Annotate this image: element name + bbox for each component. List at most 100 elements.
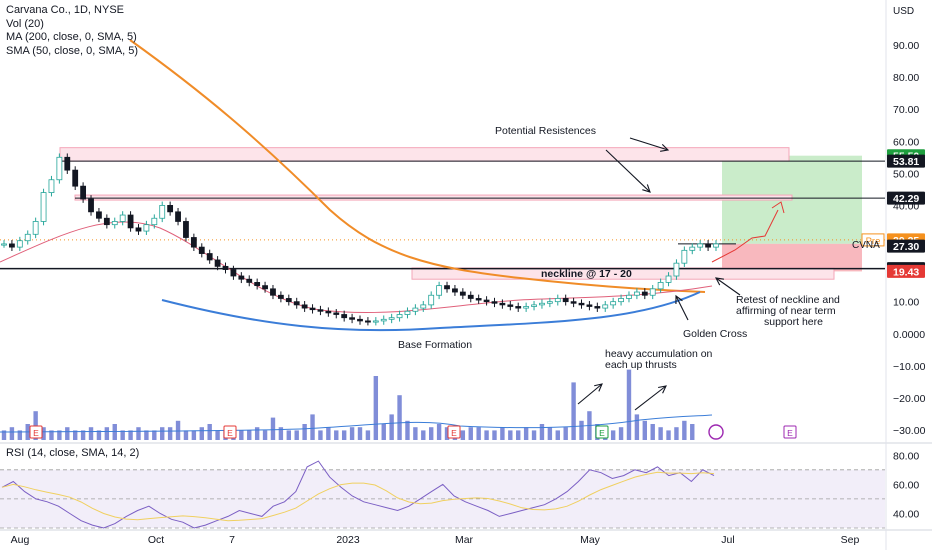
candle-body xyxy=(214,259,221,267)
volume-bar xyxy=(326,427,331,440)
rsi-legend: RSI (14, close, SMA, 14, 2) xyxy=(6,447,140,459)
volume-bar xyxy=(563,427,568,440)
candle-body xyxy=(309,307,316,311)
y-tick-label: 10.00 xyxy=(893,297,919,309)
candle-body xyxy=(270,288,276,296)
arrow-resistance-middle-head xyxy=(642,184,651,193)
x-tick-label: Sep xyxy=(841,534,860,546)
volume-bar xyxy=(120,430,125,440)
volume-bar xyxy=(183,430,189,440)
base-curve xyxy=(161,291,701,332)
candle-body xyxy=(602,304,609,309)
candle-body xyxy=(365,320,371,323)
volume-bar xyxy=(500,427,505,440)
volume-bar xyxy=(492,430,497,440)
x-tick-label: Oct xyxy=(148,534,164,546)
rsi-line xyxy=(1,460,715,529)
volume-bar xyxy=(41,427,46,440)
volume-bar xyxy=(618,427,624,440)
candle-body xyxy=(570,301,577,304)
earnings-marker-label: E xyxy=(33,428,39,438)
volume-bar xyxy=(436,424,442,440)
candle-body xyxy=(119,214,126,222)
volume-bar xyxy=(373,376,379,440)
y-tick-label: 90.00 xyxy=(893,40,919,52)
candle-body xyxy=(657,282,664,290)
volume-bar xyxy=(555,430,560,440)
pre-tag-label: Pre xyxy=(866,236,881,247)
volume-bar xyxy=(539,424,545,440)
volume-bar xyxy=(642,420,647,440)
split-marker-icon xyxy=(708,424,724,440)
volume-bar xyxy=(160,427,165,440)
volume-bar xyxy=(334,430,339,440)
candle-body xyxy=(96,211,102,219)
x-tick-label: 2023 xyxy=(336,534,360,546)
volume-bar xyxy=(199,427,204,440)
volume-bar xyxy=(547,427,553,440)
arrow-accum-2 xyxy=(634,385,667,411)
volume-bar xyxy=(286,430,291,440)
candle-body xyxy=(586,304,593,307)
volume-bar xyxy=(112,424,117,440)
annotation-retest: Retest of neckline and affirming of near … xyxy=(736,294,840,328)
candle-body xyxy=(341,314,348,319)
earnings-marker-label: E xyxy=(227,428,233,438)
volume-bar xyxy=(207,424,212,440)
volume-bar xyxy=(9,427,15,440)
candle-body xyxy=(135,227,142,232)
candle-body xyxy=(159,205,166,219)
volume-bar xyxy=(80,430,86,440)
volume-bar xyxy=(310,414,315,440)
arrow-retest xyxy=(715,277,741,296)
volume-bar xyxy=(476,427,481,440)
candle-body xyxy=(626,294,632,299)
candle-body xyxy=(380,318,387,322)
x-tick-label: Jul xyxy=(721,534,734,546)
volume-bar xyxy=(666,430,671,440)
legend-ma200: MA (200, close, 0, SMA, 5) xyxy=(6,31,137,43)
volume-bar xyxy=(239,430,244,440)
candle-body xyxy=(167,205,174,213)
volume-bar xyxy=(381,424,386,440)
volume-bar xyxy=(349,427,355,440)
x-tick-label: Aug xyxy=(11,534,30,546)
arrow-resistance-upper-head xyxy=(660,143,670,152)
earnings-marker xyxy=(447,425,461,439)
volume-bar xyxy=(49,430,54,440)
volume-bar xyxy=(294,430,299,440)
candle-body xyxy=(610,301,617,306)
x-tick-label: May xyxy=(580,534,601,546)
candle-body xyxy=(175,211,181,222)
currency-label: USD xyxy=(893,6,914,17)
candle-body xyxy=(681,249,688,264)
y-tick-label: 80.00 xyxy=(893,72,919,84)
volume-bar xyxy=(215,430,220,440)
candle-body xyxy=(713,243,719,248)
volume-bar xyxy=(167,427,173,440)
candle-body xyxy=(72,169,79,187)
arrow-resistance-upper xyxy=(629,137,669,151)
candle-body xyxy=(475,298,482,301)
candle-body xyxy=(127,214,134,229)
volume-bar xyxy=(650,424,655,440)
candle-body xyxy=(254,282,261,287)
volume-bar xyxy=(444,427,450,440)
arrow-golden-cross-head xyxy=(675,294,683,305)
y-tick-label: −20.00 xyxy=(893,393,926,405)
candle-body xyxy=(531,304,537,307)
x-tick-label: 7 xyxy=(229,534,235,546)
cvna-tag-label: CVNA xyxy=(852,240,880,251)
volume-bar xyxy=(65,427,70,440)
candle-body xyxy=(246,278,253,283)
legend-ma50: SMA (50, close, 0, SMA, 5) xyxy=(6,44,139,57)
volume-bar xyxy=(254,427,260,440)
volume-bar xyxy=(484,430,489,440)
price-label: 42.29 xyxy=(893,193,919,205)
annotation-label: Potential Resistences xyxy=(495,125,596,137)
candle-body xyxy=(111,221,118,226)
candle-body xyxy=(404,310,411,315)
earnings-marker xyxy=(783,425,797,439)
candle-body xyxy=(198,246,205,254)
